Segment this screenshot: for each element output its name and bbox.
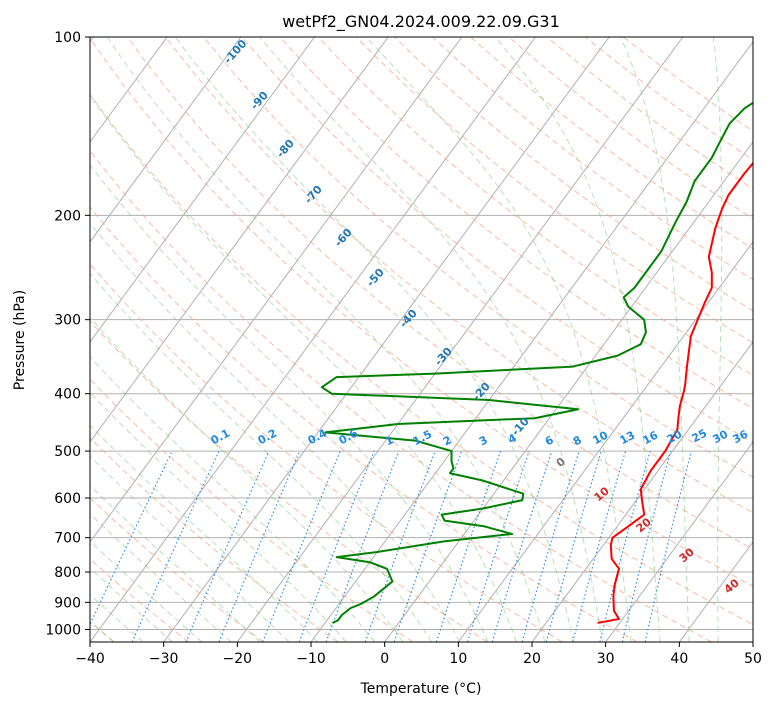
isotherm-gridline — [90, 37, 389, 443]
dry-adiabat-line — [90, 149, 712, 642]
y-tick-label: 800 — [54, 565, 81, 581]
y-tick-label: 700 — [54, 531, 81, 547]
isotherm-gridline — [236, 37, 684, 642]
mixing-ratio-line — [262, 450, 341, 642]
mixing-ratio-line — [491, 450, 553, 642]
x-tick-label: 0 — [380, 651, 389, 667]
moist-adiabat-line — [90, 455, 290, 642]
mixing-ratio-line — [185, 450, 270, 642]
dry-adiabat-line — [317, 37, 753, 376]
dry-adiabat-line — [90, 93, 753, 626]
isotherm-gridline — [163, 37, 610, 642]
moist-adiabat-line — [90, 272, 432, 642]
y-tick-label: 300 — [54, 313, 81, 329]
chart-title: wetPf2_GN04.2024.009.22.09.G31 — [282, 12, 560, 32]
y-tick-label: 500 — [54, 444, 81, 460]
dry-adiabat-line — [165, 37, 753, 514]
mixing-ratio-line — [393, 450, 463, 642]
x-tick-label: 30 — [597, 651, 615, 667]
moist-adiabat-line — [90, 94, 517, 642]
moist-adiabat-line — [90, 222, 461, 642]
y-axis-label: Pressure (hPa) — [12, 290, 28, 390]
mixing-ratio-line — [644, 450, 693, 642]
dry-adiabat-line — [279, 37, 753, 410]
y-tick-label: 600 — [54, 491, 81, 507]
series-layer — [320, 101, 753, 624]
x-tick-label: −10 — [296, 651, 326, 667]
isotherm-gridline — [90, 37, 242, 243]
y-tick-label: 1000 — [45, 622, 81, 638]
mixing-ratio-label: 25 — [690, 427, 710, 446]
mixing-ratio-line — [599, 450, 651, 642]
y-tick-label: 400 — [54, 387, 81, 403]
isotherm-gridline — [605, 441, 753, 642]
mixing-ratio-line — [621, 450, 672, 642]
isotherm-gridline — [90, 37, 536, 642]
isotherm-gridline — [531, 341, 753, 642]
isotherm-gridline — [384, 140, 753, 642]
x-tick-label: 10 — [449, 651, 467, 667]
mixing-ratio-label: 30 — [711, 427, 731, 446]
x-tick-label: −40 — [75, 651, 105, 667]
mixing-ratio-line — [298, 450, 375, 642]
dry-adiabat-line — [90, 37, 753, 587]
y-tick-label: 900 — [54, 595, 81, 611]
dry-adiabat-line — [90, 263, 563, 642]
grid-layer — [90, 37, 753, 642]
moist-adiabat-line — [90, 316, 404, 642]
x-tick-label: 20 — [523, 651, 541, 667]
dry-adiabat-line — [90, 378, 414, 642]
moist-adiabat-line — [90, 163, 489, 642]
mixing-ratio-line — [325, 450, 400, 642]
moist-adiabat-line — [620, 37, 690, 642]
isotherm-gridline — [90, 37, 168, 143]
moist-adiabat-line — [90, 484, 261, 642]
dry-adiabat-line — [126, 37, 753, 550]
moist-adiabat-line — [90, 391, 347, 642]
y-tick-label: 200 — [54, 208, 81, 224]
mixing-ratio-line — [572, 450, 627, 642]
dewpoint-profile-line — [320, 101, 753, 624]
x-tick-label: 40 — [670, 651, 688, 667]
dry-adiabat-line — [90, 206, 638, 642]
moist-adiabat-line — [90, 593, 144, 642]
moist-adiabat-line — [712, 37, 723, 642]
dry-adiabat-line — [355, 37, 753, 344]
moist-adiabat-line — [90, 567, 173, 642]
mixing-ratio-label: 13 — [618, 429, 638, 448]
mixing-ratio-line — [364, 450, 436, 642]
y-axis: 100 200 300 400 500 600 700 800 900 1000 — [45, 30, 90, 638]
moist-adiabat-line — [259, 37, 603, 642]
moist-adiabat-line — [494, 37, 661, 642]
isotherm-gridline — [90, 37, 315, 343]
moist-adiabat-line — [365, 37, 632, 642]
mixing-ratio-line — [218, 450, 301, 642]
mixing-ratio-label: 16 — [641, 428, 661, 447]
mixing-ratio-label: 10 — [591, 428, 611, 447]
mixing-ratio-line — [545, 450, 602, 642]
plot-frame — [89, 36, 754, 643]
x-tick-label: −20 — [223, 651, 253, 667]
isotherm-gridline — [457, 241, 753, 642]
mixing-ratio-label: 36 — [731, 427, 751, 446]
moist-adiabat-line — [90, 513, 232, 642]
temperature-profile-line — [597, 161, 753, 624]
x-tick-label: −30 — [149, 651, 179, 667]
moist-adiabat-line — [90, 356, 376, 642]
moist-adiabat-line — [174, 37, 575, 642]
x-axis: −40 −30 −20 −10 0 10 20 30 40 50 — [75, 642, 762, 667]
mixing-ratio-label: 20 — [665, 427, 685, 446]
moist-adiabat-line — [106, 37, 546, 642]
mixing-ratio-line — [435, 450, 502, 642]
x-axis-label: Temperature (°C) — [360, 681, 482, 697]
mixing-ratio-line — [521, 450, 580, 642]
moist-adiabat-line — [90, 540, 203, 642]
y-tick-label: 100 — [54, 30, 81, 46]
x-tick-label: 50 — [744, 651, 762, 667]
mixing-ratio-line — [466, 450, 530, 642]
